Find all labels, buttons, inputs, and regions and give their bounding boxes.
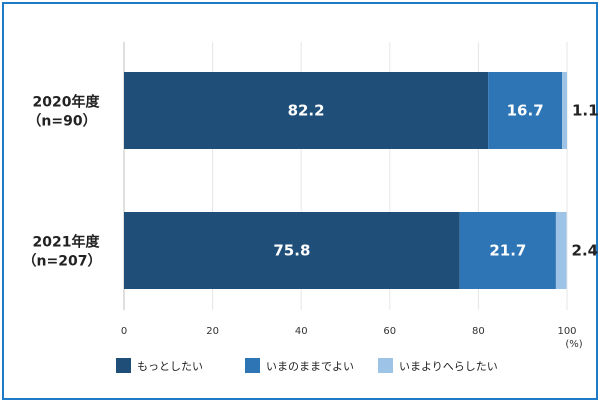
category-label-1-year: 2021年度	[33, 234, 101, 251]
legend-swatch-2	[378, 358, 393, 373]
bar-segment-0-0	[124, 72, 489, 149]
legend-label-1: いまのままでよい	[266, 360, 354, 373]
legend-label-0: もっとしたい	[137, 360, 203, 373]
data-label-1-0: 75.8	[273, 242, 310, 260]
bar-segment-0-2	[562, 72, 567, 149]
bar-segment-1-2	[555, 212, 567, 289]
x-axis-unit: (%)	[565, 339, 582, 350]
data-label-0-0: 82.2	[288, 102, 325, 120]
category-label-0-n: （n=90）	[27, 114, 96, 130]
data-label-0-1: 16.7	[507, 102, 544, 120]
category-label-0-year: 2020年度	[33, 94, 101, 111]
x-tick-label-100: 100	[557, 326, 576, 337]
category-label-1-n: （n=207）	[23, 254, 102, 270]
bar-segment-0-1	[488, 72, 563, 149]
x-tick-label-60: 60	[383, 326, 396, 337]
legend-label-2: いまよりへらしたい	[399, 360, 498, 373]
x-tick-label-40: 40	[295, 326, 308, 337]
data-label-1-2: 2.4	[572, 242, 599, 260]
bar-segment-1-0	[124, 212, 460, 289]
x-tick-label-0: 0	[121, 326, 127, 337]
bar-segment-1-1	[459, 212, 556, 289]
x-tick-label-80: 80	[472, 326, 485, 337]
data-label-0-2: 1.1	[572, 102, 599, 120]
x-tick-label-20: 20	[206, 326, 219, 337]
data-label-1-1: 21.7	[489, 242, 526, 260]
legend-swatch-1	[245, 358, 260, 373]
legend-swatch-0	[116, 358, 131, 373]
